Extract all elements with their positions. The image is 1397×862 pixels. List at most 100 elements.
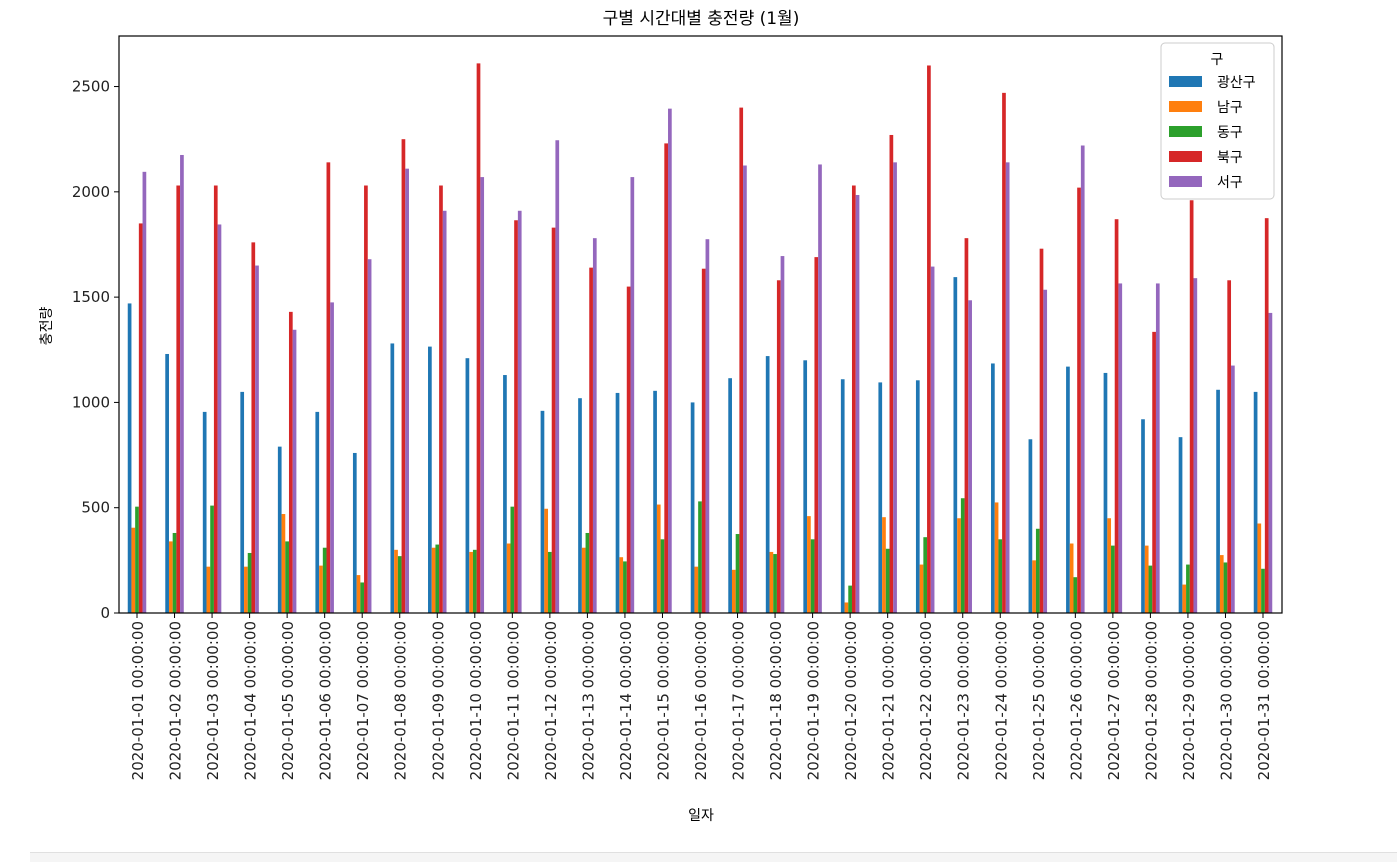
bar-5-20 xyxy=(855,194,860,614)
legend-label-1: 광산구 xyxy=(1217,75,1256,91)
bar-2-15 xyxy=(656,504,661,613)
x-tick-label: 2020-01-14 00:00:00 xyxy=(617,621,635,780)
bar-1-3 xyxy=(202,411,207,613)
x-tick-label: 2020-01-09 00:00:00 xyxy=(429,621,447,780)
bar-2-1 xyxy=(131,527,136,613)
y-tick-label: 0 xyxy=(100,604,110,622)
bar-2-4 xyxy=(244,566,248,613)
bar-1-20 xyxy=(840,379,845,613)
bar-3-7 xyxy=(360,582,365,613)
bar-4-7 xyxy=(364,185,368,613)
legend-label-4: 북구 xyxy=(1217,150,1243,166)
y-axis: 0 500 1000 1500 2000 2500 xyxy=(72,78,119,622)
legend-swatch-3 xyxy=(1169,126,1202,137)
bar-5-8 xyxy=(405,168,409,614)
bar-5-26 xyxy=(1080,145,1085,613)
bar-5-19 xyxy=(818,164,822,613)
bar-4-2 xyxy=(176,185,181,613)
legend-swatch-2 xyxy=(1169,101,1202,112)
x-tick-label: 2020-01-27 00:00:00 xyxy=(1105,621,1123,780)
x-tick-label: 2020-01-07 00:00:00 xyxy=(354,621,372,780)
bar-4-4 xyxy=(251,242,256,613)
bar-2-16 xyxy=(694,566,699,613)
bar-4-31 xyxy=(1264,218,1269,613)
bar-4-27 xyxy=(1114,219,1119,613)
chart-title: 구별 시간대별 충전량 (1월) xyxy=(603,9,800,29)
bar-3-5 xyxy=(285,541,289,613)
bar-1-4 xyxy=(240,391,245,613)
x-tick-label: 2020-01-16 00:00:00 xyxy=(692,621,710,780)
x-tick-label: 2020-01-18 00:00:00 xyxy=(767,621,785,780)
bar-2-2 xyxy=(168,541,173,613)
bar-4-10 xyxy=(476,63,481,613)
bar-4-9 xyxy=(439,185,443,613)
bar-5-24 xyxy=(1005,162,1010,613)
bar-1-1 xyxy=(127,303,132,613)
bar-2-26 xyxy=(1069,543,1074,613)
legend-label-2: 남구 xyxy=(1217,100,1243,116)
x-tick-label: 2020-01-25 00:00:00 xyxy=(1030,621,1048,780)
bar-4-16 xyxy=(701,268,706,613)
bar-3-18 xyxy=(773,554,777,613)
bar-5-2 xyxy=(180,154,184,614)
bar-3-30 xyxy=(1223,562,1228,613)
bar-4-12 xyxy=(551,227,556,613)
bar-3-31 xyxy=(1261,568,1265,613)
bar-3-24 xyxy=(998,539,1003,613)
bar-5-7 xyxy=(367,259,372,613)
x-tick-label: 2020-01-30 00:00:00 xyxy=(1217,621,1235,780)
bar-4-19 xyxy=(814,257,819,613)
bar-1-22 xyxy=(915,380,920,613)
bar-5-5 xyxy=(292,329,297,613)
bar-5-1 xyxy=(142,171,147,613)
bar-2-3 xyxy=(206,566,211,613)
bars-group xyxy=(127,63,1273,614)
bar-5-31 xyxy=(1268,312,1273,613)
bar-5-3 xyxy=(217,224,222,613)
bar-4-25 xyxy=(1039,248,1044,613)
bar-5-15 xyxy=(668,108,672,614)
x-tick-label: 2020-01-15 00:00:00 xyxy=(654,621,672,780)
bar-2-14 xyxy=(619,557,624,613)
bar-3-22 xyxy=(923,537,928,613)
bar-3-26 xyxy=(1073,577,1078,613)
x-tick-label: 2020-01-22 00:00:00 xyxy=(917,621,935,780)
bar-1-14 xyxy=(615,392,620,613)
x-tick-label: 2020-01-05 00:00:00 xyxy=(279,621,297,780)
bar-1-6 xyxy=(315,411,320,613)
bar-2-20 xyxy=(844,602,849,613)
x-tick-label: 2020-01-11 00:00:00 xyxy=(504,621,522,780)
bar-2-29 xyxy=(1182,584,1187,613)
bar-3-10 xyxy=(472,549,477,613)
bar-2-8 xyxy=(394,549,398,613)
bar-1-19 xyxy=(803,360,808,613)
bar-5-28 xyxy=(1155,283,1160,613)
bar-2-28 xyxy=(1144,545,1149,613)
bar-5-16 xyxy=(705,239,710,613)
bar-4-28 xyxy=(1152,331,1156,613)
bar-1-28 xyxy=(1141,419,1145,613)
bar-5-18 xyxy=(780,256,785,613)
bar-3-1 xyxy=(135,506,139,613)
bar-5-23 xyxy=(968,300,972,613)
bar-4-21 xyxy=(889,134,894,613)
bar-5-27 xyxy=(1118,283,1123,613)
x-tick-label: 2020-01-13 00:00:00 xyxy=(579,621,597,780)
bar-4-18 xyxy=(776,280,781,613)
bar-4-24 xyxy=(1002,92,1006,614)
bar-5-9 xyxy=(442,210,447,613)
bar-3-13 xyxy=(585,532,590,613)
bar-5-14 xyxy=(630,177,635,613)
bar-3-9 xyxy=(435,544,440,613)
bar-4-6 xyxy=(326,162,331,613)
bar-3-6 xyxy=(322,547,327,613)
bar-3-29 xyxy=(1186,564,1190,613)
bar-1-27 xyxy=(1103,372,1108,613)
bar-1-29 xyxy=(1178,437,1183,613)
bar-1-7 xyxy=(352,452,357,613)
y-tick-label: 1500 xyxy=(72,288,110,306)
bar-4-15 xyxy=(664,143,669,613)
bar-1-5 xyxy=(277,446,282,613)
